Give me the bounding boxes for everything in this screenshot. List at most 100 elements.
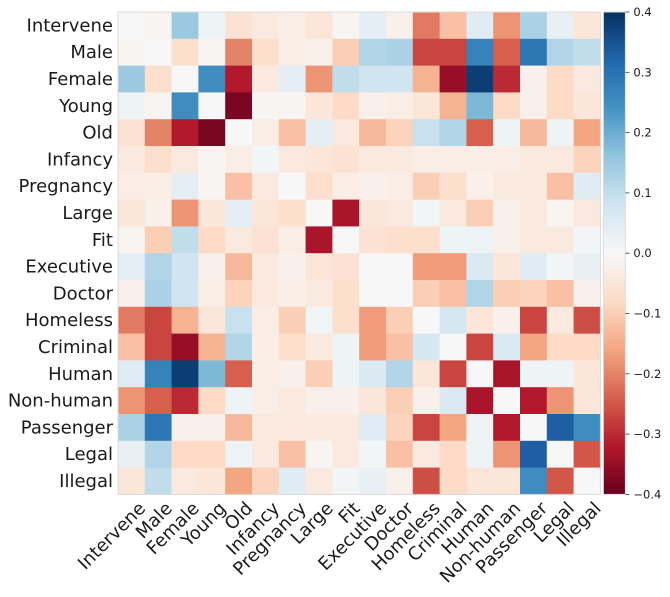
heatmap-cell-male-non-human — [493, 38, 521, 67]
y-tick-label-criminal: Criminal — [38, 337, 113, 358]
heatmap-cell-female-intervene — [118, 65, 146, 93]
heatmap-cell-non-human-non-human — [493, 387, 521, 415]
heatmap-cell-female-criminal — [439, 65, 467, 93]
heatmap-cell-illegal-young — [198, 467, 226, 495]
heatmap-cell-infancy-human — [466, 146, 494, 174]
heatmap-cell-fit-female — [171, 226, 199, 254]
heatmap-cell-non-human-male — [144, 387, 173, 415]
heatmap-cell-fit-male — [144, 226, 173, 254]
colorbar-tick-label: 0.1 — [633, 186, 651, 200]
heatmap-cell-young-human — [466, 92, 494, 120]
heatmap-cell-human-passenger — [520, 360, 548, 388]
heatmap-cell-pregnancy-doctor — [386, 172, 414, 201]
heatmap-cell-old-criminal — [439, 119, 467, 147]
heatmap-cell-intervene-human — [466, 12, 494, 40]
heatmap-cell-legal-pregnancy — [278, 440, 307, 469]
heatmap-cell-doctor-passenger — [520, 280, 548, 308]
colorbar-tick-label: −0.4 — [633, 487, 661, 501]
heatmap-cell-male-human — [466, 38, 494, 67]
heatmap-cell-young-fit — [332, 92, 360, 120]
heatmap-cells — [118, 12, 601, 495]
heatmap-cell-executive-old — [225, 253, 253, 281]
heatmap-cell-passenger-large — [305, 414, 333, 442]
heatmap-cell-criminal-passenger — [520, 333, 548, 361]
heatmap-cell-fit-intervene — [118, 226, 146, 254]
heatmap-cell-intervene-executive — [359, 12, 387, 40]
heatmap-cell-male-infancy — [252, 38, 280, 67]
heatmap-cell-infancy-fit — [332, 146, 360, 174]
heatmap-cell-passenger-pregnancy — [278, 414, 307, 442]
heatmap-cell-illegal-non-human — [493, 467, 521, 495]
heatmap-cell-male-legal — [546, 38, 575, 67]
heatmap-cell-executive-executive — [359, 253, 387, 281]
heatmap-cell-old-illegal — [573, 119, 601, 147]
heatmap-cell-large-male — [144, 199, 173, 227]
heatmap-cell-male-executive — [359, 38, 387, 67]
heatmap-cell-non-human-doctor — [386, 387, 414, 415]
heatmap-cell-passenger-female — [171, 414, 199, 442]
heatmap-cell-male-doctor — [386, 38, 414, 67]
y-tick-label-pregnancy: Pregnancy — [19, 176, 114, 197]
heatmap-cell-homeless-young — [198, 306, 226, 335]
heatmap-cell-legal-old — [225, 440, 253, 469]
heatmap-cell-young-homeless — [412, 92, 441, 120]
colorbar-tick-label: 0.3 — [633, 65, 651, 79]
heatmap-cell-fit-passenger — [520, 226, 548, 254]
heatmap-cell-criminal-male — [144, 333, 173, 361]
heatmap-cell-fit-homeless — [412, 226, 441, 254]
heatmap-cell-pregnancy-legal — [546, 172, 575, 201]
heatmap-cell-doctor-criminal — [439, 280, 467, 308]
heatmap-cell-legal-illegal — [573, 440, 601, 469]
heatmap-cell-homeless-pregnancy — [278, 306, 307, 335]
colorbar-tick-label: 0.4 — [633, 5, 651, 19]
heatmap-cell-human-non-human — [493, 360, 521, 388]
heatmap-cell-female-illegal — [573, 65, 601, 93]
heatmap-cell-infancy-doctor — [386, 146, 414, 174]
heatmap-cell-doctor-illegal — [573, 280, 601, 308]
heatmap-cell-large-young — [198, 199, 226, 227]
heatmap-cell-executive-homeless — [412, 253, 441, 281]
colorbar: 0.4 0.3 0.2 0.1 0.0 −0.1 −0.2 −0.3 −0.4 — [602, 5, 661, 501]
heatmap-cell-infancy-non-human — [493, 146, 521, 174]
heatmap-cell-male-intervene — [118, 38, 146, 67]
heatmap-cell-non-human-legal — [546, 387, 575, 415]
heatmap-cell-female-male — [144, 65, 173, 93]
heatmap-cell-executive-fit — [332, 253, 360, 281]
heatmap-cell-executive-human — [466, 253, 494, 281]
heatmap-cell-non-human-pregnancy — [278, 387, 307, 415]
heatmap-cell-doctor-infancy — [252, 280, 280, 308]
heatmap-cell-criminal-old — [225, 333, 253, 361]
heatmap-cell-large-old — [225, 199, 253, 227]
heatmap-cell-fit-pregnancy — [278, 226, 307, 254]
heatmap-cell-intervene-legal — [546, 12, 575, 40]
heatmap-cell-male-pregnancy — [278, 38, 307, 67]
y-tick-label-fit: Fit — [92, 230, 113, 251]
heatmap-cell-pregnancy-young — [198, 172, 226, 201]
heatmap-cell-non-human-intervene — [118, 387, 146, 415]
heatmap-cell-female-non-human — [493, 65, 521, 93]
heatmap-cell-infancy-homeless — [412, 146, 441, 174]
heatmap-cell-pregnancy-female — [171, 172, 199, 201]
heatmap-cell-homeless-male — [144, 306, 173, 335]
heatmap-cell-homeless-large — [305, 306, 333, 335]
heatmap-cell-homeless-female — [171, 306, 199, 335]
heatmap-cell-female-pregnancy — [278, 65, 307, 93]
heatmap-cell-young-male — [144, 92, 173, 120]
y-tick-label-legal: Legal — [65, 444, 113, 465]
heatmap-cell-legal-executive — [359, 440, 387, 469]
heatmap-cell-criminal-infancy — [252, 333, 280, 361]
heatmap-cell-legal-passenger — [520, 440, 548, 469]
y-tick-label-illegal: Illegal — [59, 471, 113, 492]
heatmap-cell-pregnancy-fit — [332, 172, 360, 201]
heatmap-cell-illegal-human — [466, 467, 494, 495]
heatmap-cell-female-human — [466, 65, 494, 93]
heatmap-cell-passenger-homeless — [412, 414, 441, 442]
heatmap-cell-infancy-young — [198, 146, 226, 174]
heatmap-cell-illegal-illegal — [573, 467, 601, 495]
heatmap-cell-human-homeless — [412, 360, 441, 388]
heatmap-cell-old-infancy — [252, 119, 280, 147]
heatmap-cell-human-male — [144, 360, 173, 388]
colorbar-gradient — [602, 11, 626, 495]
heatmap-cell-human-human — [466, 360, 494, 388]
heatmap-cell-criminal-illegal — [573, 333, 601, 361]
